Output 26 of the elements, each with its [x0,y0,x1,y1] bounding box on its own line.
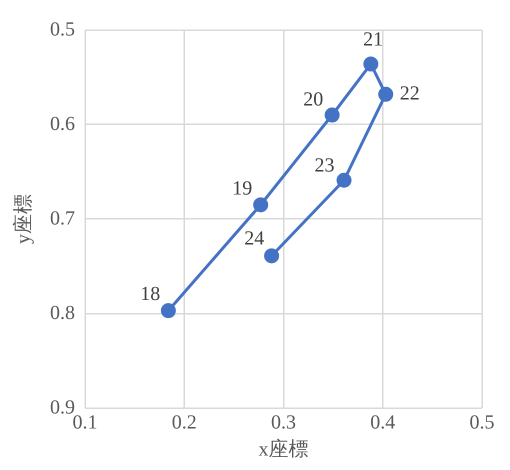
point [336,172,352,188]
annotation: 24 [244,228,264,250]
point [264,248,280,264]
x-tick-label: 0.5 [470,411,494,434]
y-tick-label: 0.8 [50,302,75,324]
point [324,108,340,123]
annotation: 19 [232,178,252,200]
annotation: 22 [400,82,420,104]
point [378,86,394,102]
point [160,303,176,318]
point [253,197,268,212]
annotation: 23 [314,154,334,177]
x-tick-label: 0.2 [172,411,197,434]
x-tick-label: 0.1 [72,411,98,434]
x-axis-title: x座標 [258,438,308,460]
point [363,56,378,72]
y-tick-label: 0.6 [50,112,75,135]
x-tick-label: 0.4 [370,411,396,434]
annotation: 18 [140,283,160,306]
annotation: 20 [303,88,324,111]
y-tick-label: 0.9 [50,396,75,418]
x-tick-label: 0.3 [271,411,296,434]
annotation: 21 [363,28,384,50]
y-tick-label: 0.5 [50,18,75,40]
y-axis-title: y座標 [12,194,34,244]
y-tick-label: 0.7 [50,207,75,230]
